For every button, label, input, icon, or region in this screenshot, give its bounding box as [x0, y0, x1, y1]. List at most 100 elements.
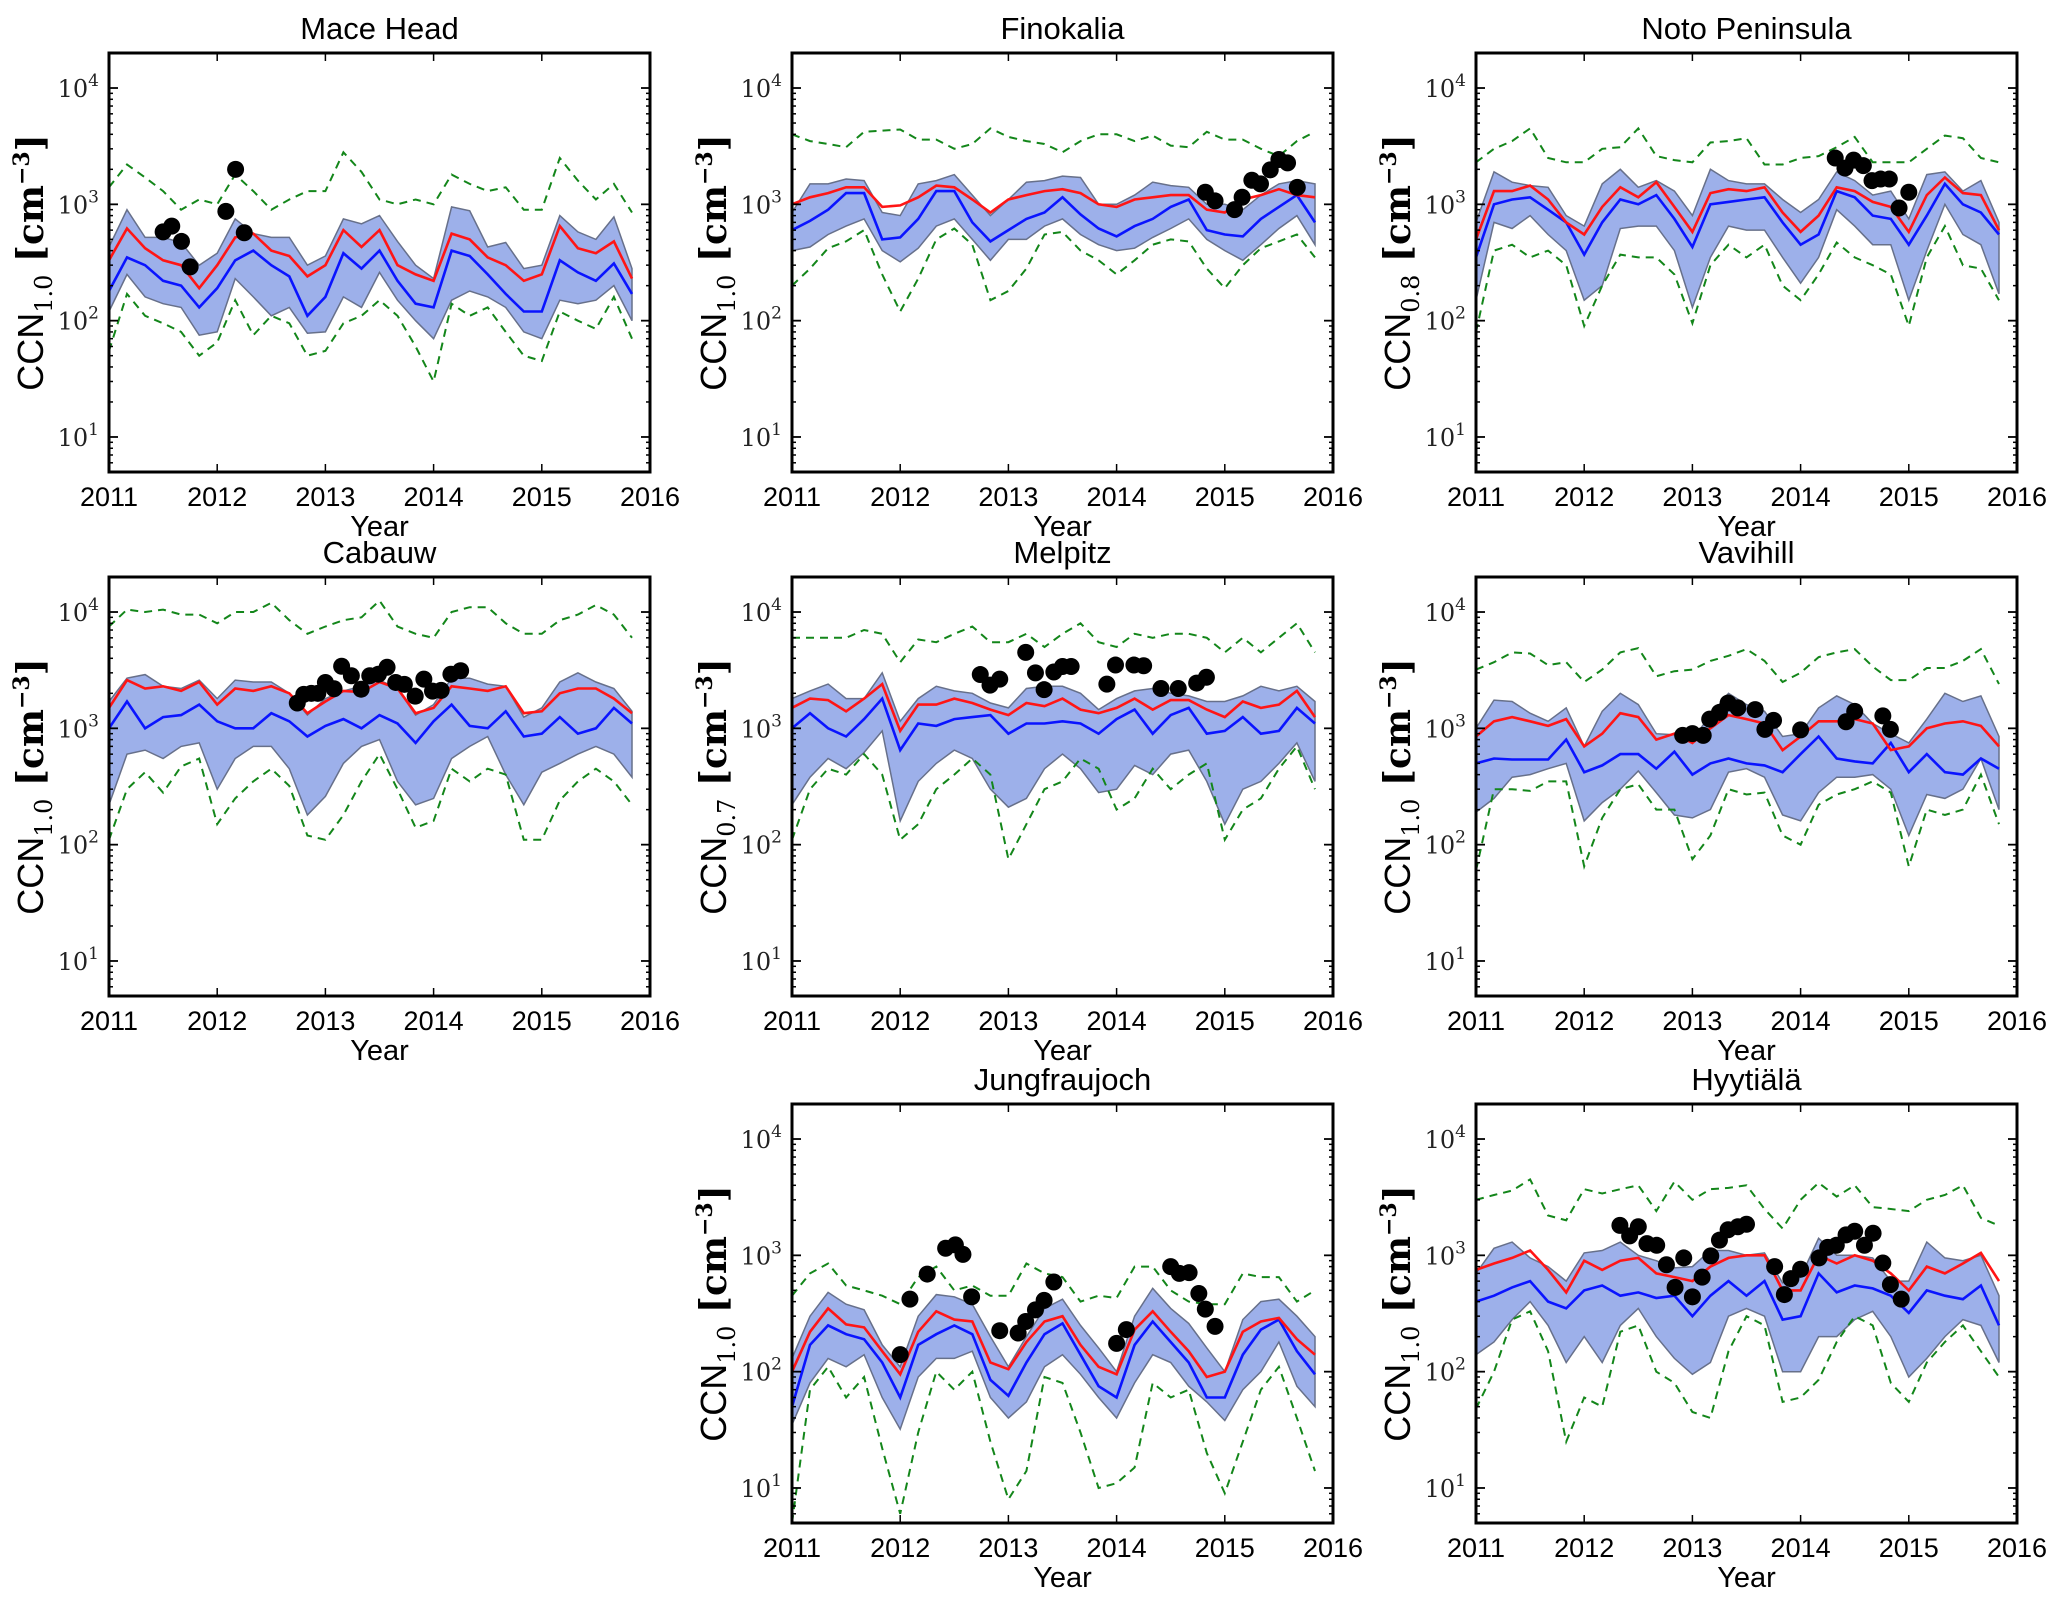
x-tick-label: 2011 — [80, 482, 138, 512]
red-line — [1476, 175, 2001, 240]
observation-point — [1288, 178, 1306, 196]
blue-line — [1476, 734, 2000, 777]
y-tick-base: 10 — [1425, 1359, 1456, 1387]
y-label-unit: cm — [693, 185, 735, 245]
plot-area — [109, 150, 634, 385]
y-label-bracket-close: ] — [10, 658, 52, 675]
y-tick-exponent: 3 — [1455, 187, 1466, 207]
observation-point — [1206, 192, 1224, 210]
y-tick-label: 101 — [58, 944, 99, 976]
x-tick-label: 2012 — [1554, 482, 1614, 512]
y-tick-base: 10 — [58, 599, 89, 627]
panel-title: Cabauw — [323, 535, 437, 570]
y-tick-label: 104 — [58, 71, 99, 103]
observation-point — [1765, 711, 1783, 729]
y-label-quantity: CCN — [1377, 313, 1418, 391]
x-tick-label: 2013 — [978, 482, 1038, 512]
observation-point — [1846, 702, 1864, 720]
y-tick-label: 103 — [58, 187, 99, 219]
model-range-band — [792, 1287, 1316, 1432]
observation-point — [227, 160, 245, 178]
observation-point — [432, 681, 450, 699]
x-tick-label: 2012 — [870, 1533, 930, 1563]
y-tick-base: 10 — [1425, 832, 1456, 860]
y-tick-base: 10 — [741, 191, 772, 219]
x-tick-label: 2016 — [1987, 1533, 2047, 1563]
panel-title: Mace Head — [300, 11, 459, 46]
x-tick-label: 2015 — [1195, 1006, 1255, 1036]
panel-finokalia: 2011 2012 2013 2014 2015 2016101102103104Fino… — [692, 11, 1363, 543]
x-tick-label: 2016 — [620, 482, 680, 512]
panel-title: Hyytiälä — [1691, 1062, 1802, 1097]
y-label-unit: cm — [1377, 185, 1419, 245]
plot-area — [792, 127, 1317, 314]
y-axis-label: CCN1.0 [cm−3] — [1376, 1185, 1425, 1442]
x-tick-label: 2012 — [1554, 1006, 1614, 1036]
axes-frame — [1474, 1102, 2019, 1525]
y-tick-base: 10 — [1425, 715, 1456, 743]
y-tick-exponent: 4 — [1455, 71, 1466, 91]
observation-point — [1180, 1264, 1198, 1282]
y-tick-exponent: 3 — [771, 711, 782, 731]
plot-area — [1476, 126, 2001, 333]
y-label-quantity: CCN — [693, 313, 734, 391]
observation-point — [235, 224, 253, 242]
y-label-unit-exponent: −3 — [1376, 151, 1402, 185]
y-tick-base: 10 — [741, 715, 772, 743]
y-tick-label: 101 — [1425, 1471, 1466, 1503]
y-tick-exponent: 2 — [771, 304, 782, 324]
panel-title: Finokalia — [1000, 11, 1125, 46]
axes-frame — [790, 51, 1335, 474]
observation-point — [1881, 720, 1899, 738]
blue-line — [1476, 1271, 2001, 1326]
x-tick-label: 2016 — [1987, 482, 2047, 512]
x-tick-label: 2016 — [1303, 1006, 1363, 1036]
y-tick-exponent: 4 — [1455, 1122, 1466, 1142]
y-label-bracket-close: ] — [693, 658, 735, 675]
observation-point — [1855, 1236, 1873, 1254]
y-tick-label: 104 — [1425, 71, 1466, 103]
x-axis-label: Year — [350, 511, 409, 543]
y-axis-label: CCN1.0 [cm−3] — [9, 134, 58, 391]
x-tick-label: 2012 — [187, 482, 247, 512]
x-tick-label: 2014 — [1087, 1006, 1147, 1036]
y-tick-base: 10 — [741, 424, 772, 452]
y-label-quantity: CCN — [693, 1364, 734, 1442]
observation-point — [1738, 1215, 1755, 1233]
x-tick-label: 2011 — [763, 1533, 821, 1563]
y-label-unit: cm — [1377, 1236, 1419, 1296]
y-tick-exponent: 2 — [771, 828, 782, 848]
panel-title: Melpitz — [1013, 535, 1111, 570]
observation-point — [1792, 1260, 1810, 1278]
x-tick-label: 2011 — [1447, 1533, 1505, 1563]
green-dashed-upper-line — [792, 127, 1316, 158]
x-tick-label: 2014 — [1087, 482, 1147, 512]
y-label-unit: cm — [10, 185, 52, 245]
y-tick-label: 103 — [1425, 1238, 1466, 1270]
plot-area — [792, 1236, 1317, 1523]
observation-point — [1880, 170, 1898, 188]
observation-point — [1098, 675, 1116, 693]
x-tick-label: 2011 — [1447, 482, 1505, 512]
y-label-quantity: CCN — [1377, 1364, 1418, 1442]
red-line — [1476, 1248, 2001, 1295]
green-dashed-lower-line — [1476, 772, 2000, 871]
observation-point — [1890, 199, 1908, 217]
x-tick-label: 2014 — [1771, 1006, 1831, 1036]
panel-melpitz: 2011 2012 2013 2014 2015 2016101102103104Melp… — [692, 535, 1363, 1067]
y-label-unit: cm — [1377, 709, 1419, 769]
y-label-bracket-close: ] — [1377, 658, 1419, 675]
y-label-unit-exponent: −3 — [692, 1202, 718, 1236]
panel-title: Jungfraujoch — [974, 1062, 1152, 1097]
y-label-subscript: 0.8 — [1397, 275, 1425, 313]
x-tick-label: 2011 — [1447, 1006, 1505, 1036]
x-tick-label: 2013 — [295, 1006, 355, 1036]
axes-frame — [1474, 575, 2019, 998]
y-label-subscript: 1.0 — [30, 275, 58, 313]
y-tick-exponent: 1 — [1455, 944, 1466, 964]
panel-cabauw: 2011 2012 2013 2014 2015 2016101102103104Caba… — [9, 535, 680, 1067]
x-tick-label: 2013 — [1662, 482, 1722, 512]
y-tick-base: 10 — [741, 1126, 772, 1154]
y-tick-base: 10 — [58, 75, 89, 103]
observation-point — [1874, 1254, 1892, 1272]
